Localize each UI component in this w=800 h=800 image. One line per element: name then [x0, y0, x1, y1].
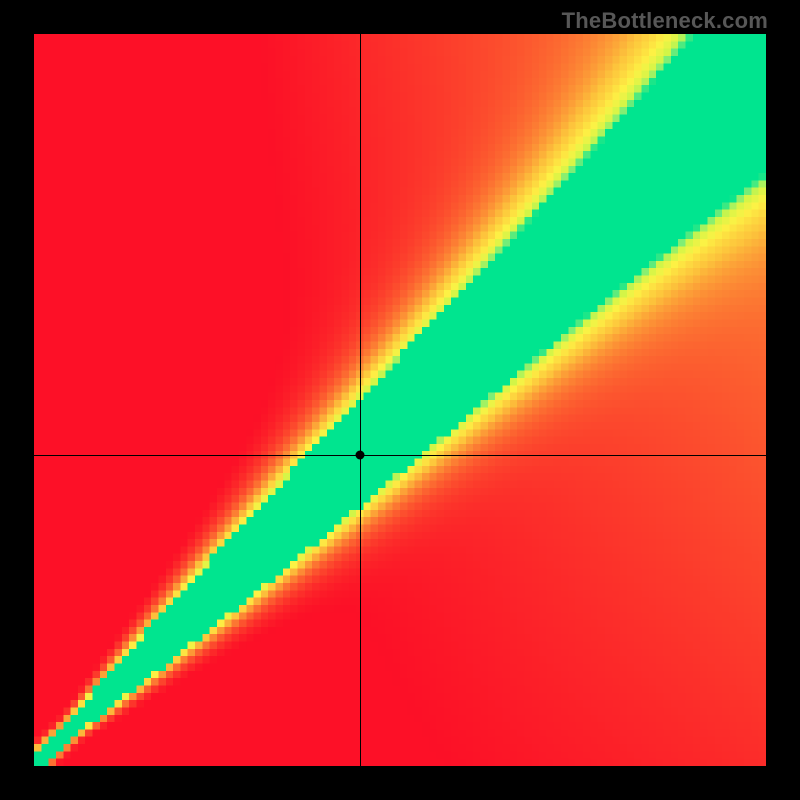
- chart-frame: TheBottleneck.com: [0, 0, 800, 800]
- crosshair-vertical: [360, 34, 361, 766]
- heatmap-canvas: [34, 34, 766, 766]
- plot-area: [34, 34, 766, 766]
- crosshair-marker: [355, 450, 364, 459]
- crosshair-horizontal: [34, 455, 766, 456]
- watermark-text: TheBottleneck.com: [562, 8, 768, 34]
